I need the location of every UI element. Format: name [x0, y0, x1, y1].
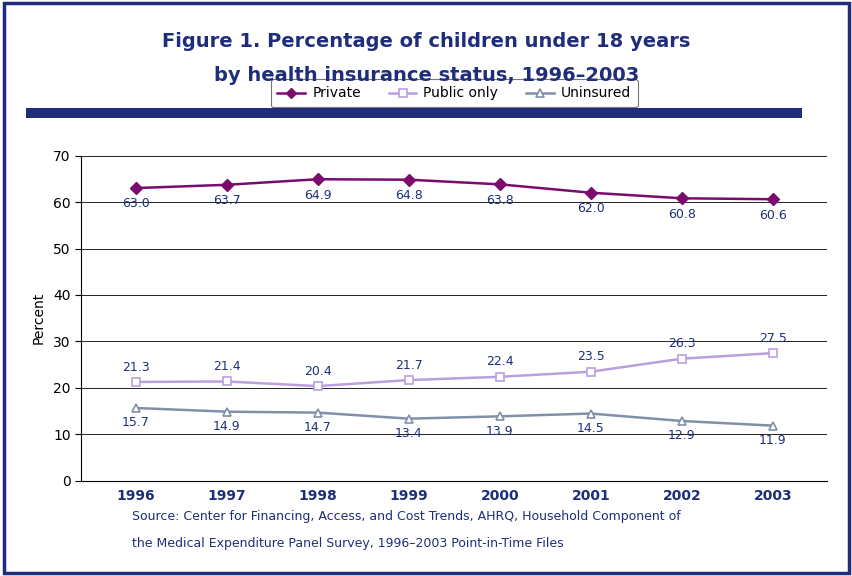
Text: 14.5: 14.5: [576, 422, 604, 435]
Text: Figure 1. Percentage of children under 18 years: Figure 1. Percentage of children under 1…: [162, 32, 690, 51]
Text: 27.5: 27.5: [758, 332, 786, 345]
Text: 62.0: 62.0: [576, 202, 604, 215]
Text: by health insurance status, 1996–2003: by health insurance status, 1996–2003: [214, 66, 638, 85]
Text: 14.9: 14.9: [213, 420, 240, 433]
Text: 60.6: 60.6: [758, 209, 786, 222]
Text: 60.8: 60.8: [667, 207, 695, 221]
Text: 20.4: 20.4: [303, 365, 331, 378]
Text: 12.9: 12.9: [667, 429, 694, 442]
Text: the Medical Expenditure Panel Survey, 1996–2003 Point-in-Time Files: the Medical Expenditure Panel Survey, 19…: [132, 537, 563, 550]
Y-axis label: Percent: Percent: [32, 292, 46, 344]
Text: 21.3: 21.3: [122, 361, 149, 374]
Text: 64.8: 64.8: [394, 189, 422, 202]
Text: 11.9: 11.9: [758, 434, 786, 447]
Text: 13.4: 13.4: [394, 427, 422, 440]
Text: 64.9: 64.9: [303, 188, 331, 202]
Text: 21.4: 21.4: [213, 360, 240, 373]
Text: 15.7: 15.7: [122, 416, 149, 429]
Text: 63.0: 63.0: [122, 198, 149, 210]
Text: 13.9: 13.9: [486, 425, 513, 438]
Text: 23.5: 23.5: [576, 350, 604, 363]
Text: 22.4: 22.4: [486, 355, 513, 369]
Text: 21.7: 21.7: [394, 359, 422, 372]
Text: Source: Center for Financing, Access, and Cost Trends, AHRQ, Household Component: Source: Center for Financing, Access, an…: [132, 510, 680, 523]
Legend: Private, Public only, Uninsured: Private, Public only, Uninsured: [270, 79, 637, 107]
Text: 14.7: 14.7: [303, 421, 331, 434]
Text: 26.3: 26.3: [667, 338, 694, 350]
Text: 63.8: 63.8: [486, 194, 513, 207]
Text: 63.7: 63.7: [212, 194, 240, 207]
